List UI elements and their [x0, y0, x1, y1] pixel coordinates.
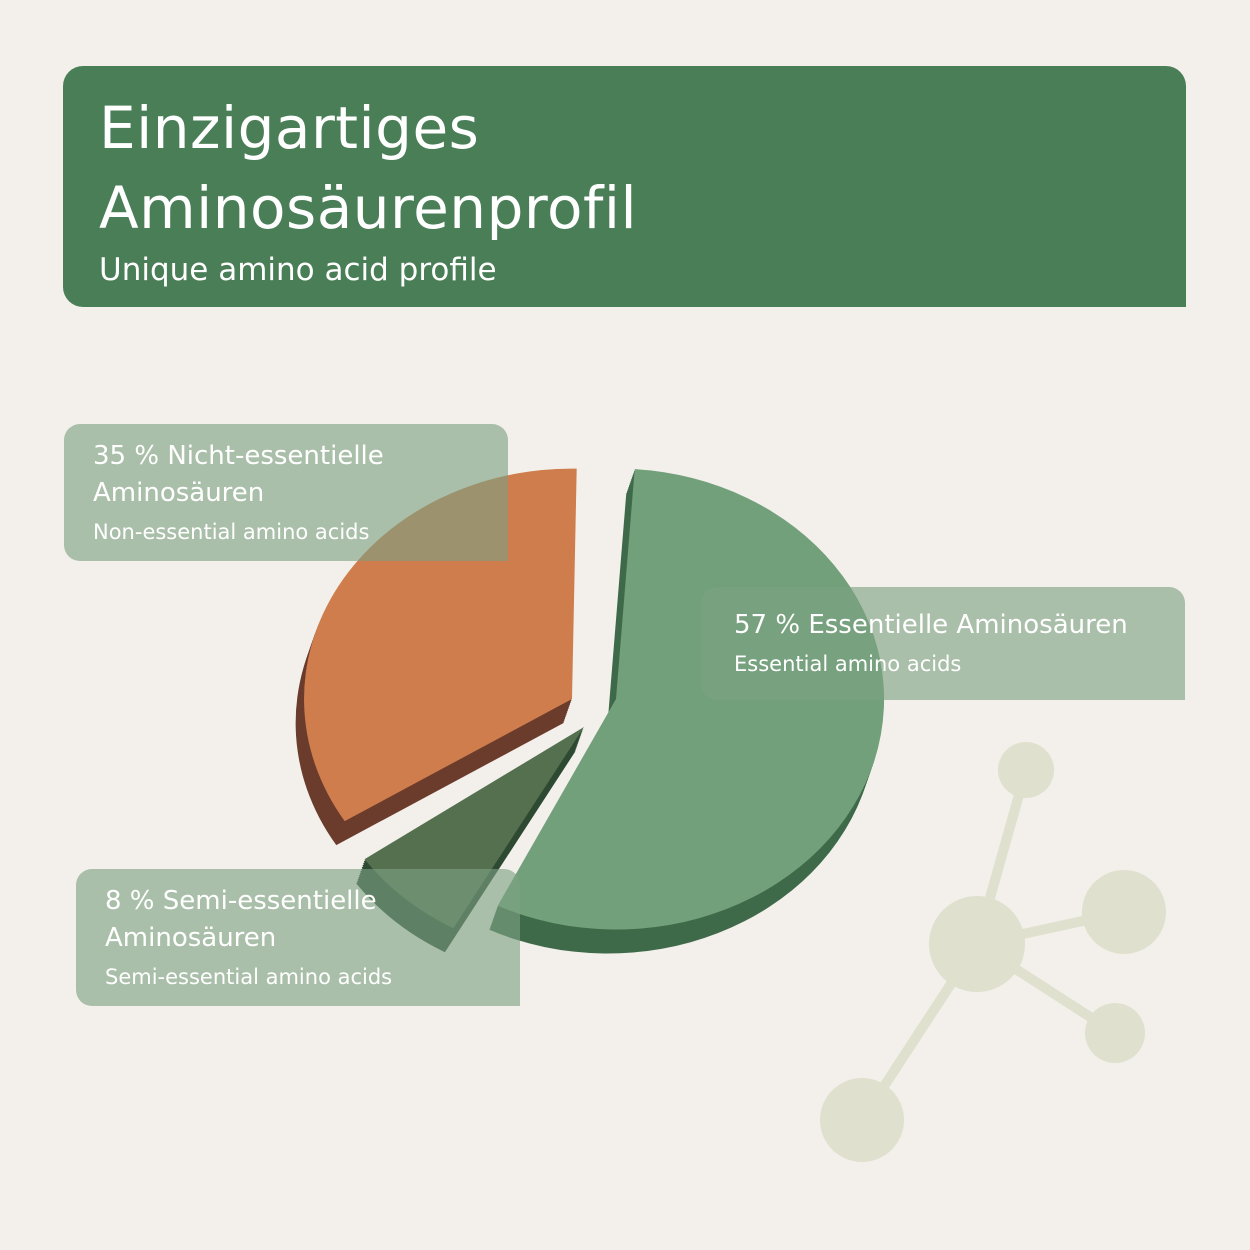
label-non-essential: 35 % Nicht-essentielle Aminosäuren Non-e… — [64, 424, 508, 561]
label-non-essential-main: 35 % Nicht-essentielle Aminosäuren — [93, 441, 384, 508]
page-title: Einzigartiges Aminosäurenprofil — [99, 94, 638, 242]
label-semi-essential-main: 8 % Semi-essentielle Aminosäuren — [105, 886, 377, 953]
label-semi-essential: 8 % Semi-essentielle Aminosäuren Semi-es… — [76, 869, 520, 1006]
molecule-icon — [820, 742, 1166, 1162]
page-subtitle: Unique amino acid profile — [99, 252, 497, 288]
label-essential: 57 % Essentielle Aminosäuren Essential a… — [701, 587, 1185, 700]
label-non-essential-sub: Non-essential amino acids — [93, 520, 370, 544]
label-semi-essential-sub: Semi-essential amino acids — [105, 965, 393, 989]
label-essential-main: 57 % Essentielle Aminosäuren — [734, 610, 1128, 640]
header-banner: Einzigartiges Aminosäurenprofil Unique a… — [63, 66, 1186, 307]
label-essential-sub: Essential amino acids — [734, 652, 962, 676]
